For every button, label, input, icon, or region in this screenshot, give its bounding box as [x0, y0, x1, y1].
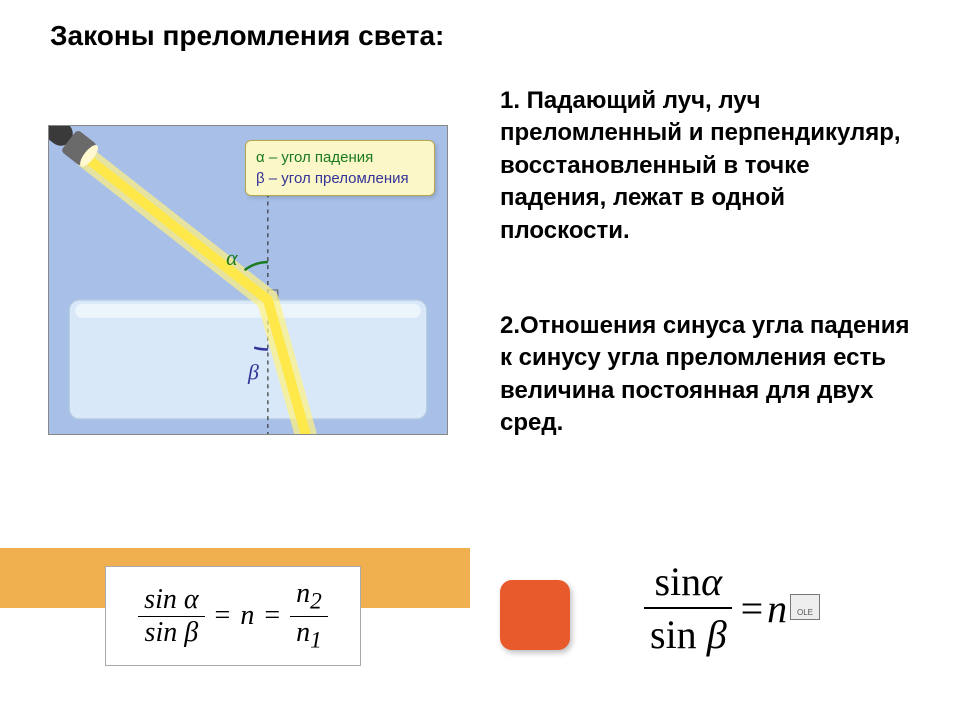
slide-title: Законы преломления света:	[50, 20, 444, 52]
formula-n: n	[240, 600, 254, 632]
eq2: =	[264, 600, 280, 632]
ole-placeholder-icon: OLE	[790, 594, 820, 620]
svg-text:α: α	[226, 246, 238, 270]
formula-right-frac: sinα sin β	[640, 556, 737, 660]
fr-eq: =	[741, 585, 764, 632]
frac1-den: sin β	[139, 617, 205, 649]
law-paragraph-2: 2.Отношения синуса угла падения к синусу…	[500, 310, 920, 440]
eq1: =	[215, 600, 231, 632]
formula-left-frac1: sin α sin β	[138, 584, 204, 649]
frac2-den: n1	[290, 617, 328, 655]
formula-left-frac2: n2 n1	[290, 578, 328, 654]
formula-snell-full: sin α sin β = n = n2 n1	[105, 566, 361, 666]
svg-text:β: β	[247, 360, 259, 384]
frac2-num: n2	[290, 578, 328, 617]
fr-num: sinα	[644, 556, 732, 609]
fr-rhs: n	[767, 585, 787, 632]
formula-snell-simple: sinα sin β = n	[640, 556, 787, 660]
angle-legend: α – угол падения β – угол преломления	[245, 140, 435, 196]
fr-den: sin β	[640, 609, 737, 660]
legend-beta: β – угол преломления	[256, 168, 424, 189]
orange-square-button[interactable]	[500, 580, 570, 650]
law-paragraph-1: 1. Падающий луч, луч преломленный и перп…	[500, 85, 920, 247]
legend-alpha: α – угол падения	[256, 147, 424, 168]
frac1-num: sin α	[138, 584, 204, 617]
